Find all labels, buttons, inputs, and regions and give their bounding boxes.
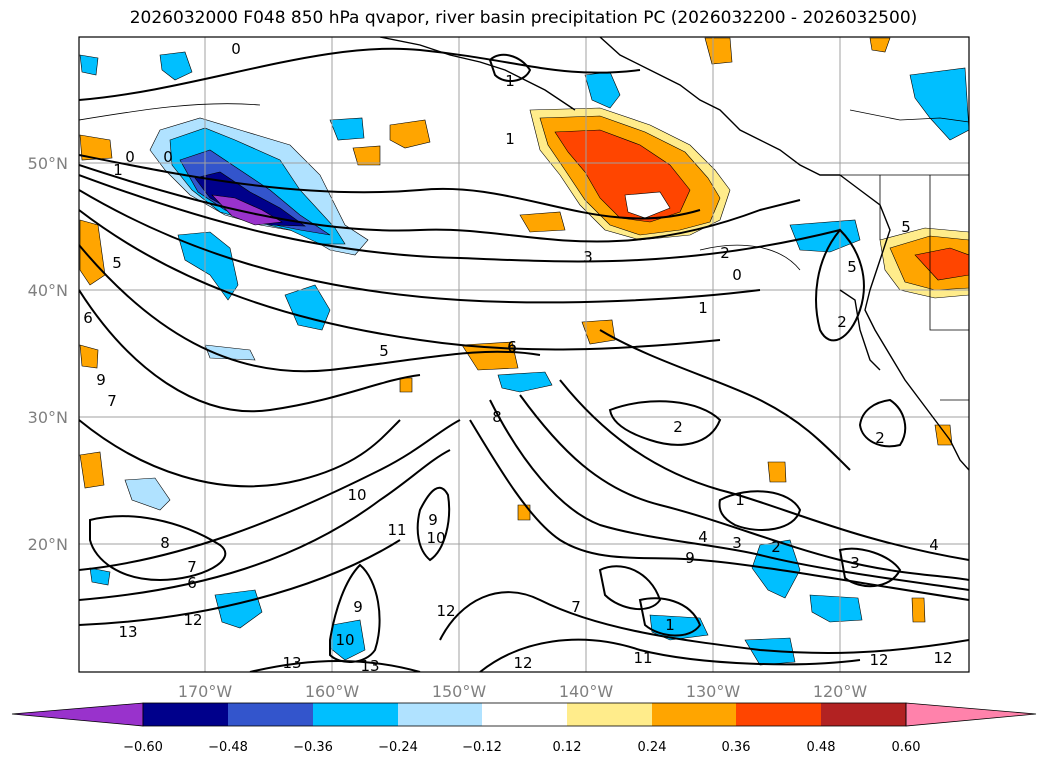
colorbar-segment (143, 703, 228, 726)
contour-label: 1 (505, 130, 515, 148)
contour-label: 12 (436, 602, 455, 620)
contour-label: 2 (673, 418, 683, 436)
contour-label: 4 (698, 528, 708, 546)
contour-label: 0 (125, 148, 135, 166)
colorbar-tick-label: −0.60 (123, 740, 163, 755)
contour-label: 6 (187, 574, 197, 592)
map-title: 2026032000 F048 850 hPa qvapor, river ba… (129, 8, 918, 28)
contour-label: 7 (187, 558, 197, 576)
contour-label: 6 (83, 309, 93, 327)
contour-label: 3 (850, 554, 860, 572)
colorbar-frame (142, 702, 907, 727)
map-content: 0 1 1 0 0 1 5 6 3 2 0 1 5 5 2 6 9 7 5 6 … (79, 37, 969, 675)
contour-label: 8 (492, 408, 502, 426)
contour-label: 1 (735, 491, 745, 509)
colorbar-tick-label: 0.24 (638, 740, 667, 755)
lat-label: 20°N (28, 535, 68, 554)
latitude-labels: 50°N 40°N 30°N 20°N (28, 154, 68, 554)
colorbar-segment (567, 703, 652, 726)
contour-label: 2 (771, 538, 781, 556)
lon-label: 140°W (559, 682, 614, 701)
colorbar-tick-label: −0.12 (462, 740, 502, 755)
colorbar-tick-label: −0.24 (378, 740, 418, 755)
colorbar-segment (652, 703, 736, 726)
colorbar-segment (398, 703, 482, 726)
contour-label: 0 (163, 148, 173, 166)
colorbar-tick-label: 0.60 (892, 740, 921, 755)
contour-label: 10 (347, 486, 366, 504)
lon-label: 170°W (178, 682, 233, 701)
contour-label: 9 (685, 549, 695, 567)
contour-label: 1 (113, 161, 123, 179)
colorbar-segment (821, 703, 906, 726)
contour-label: 3 (732, 534, 742, 552)
contour-label: 9 (353, 598, 363, 616)
colorbar-ticks: −0.60 −0.48 −0.36 −0.24 −0.12 0.12 0.24 … (123, 740, 920, 755)
lat-label: 40°N (28, 281, 68, 300)
contour-label: 0 (231, 40, 241, 58)
contour-label: 0 (732, 266, 742, 284)
contour-label: 3 (583, 248, 593, 266)
colorbar-right-extension (905, 702, 1037, 727)
contour-label: 5 (112, 254, 122, 272)
contour-label: 1 (505, 72, 515, 90)
contour-label: 13 (360, 657, 379, 675)
contour-label: 8 (160, 534, 170, 552)
contour-label: 2 (875, 429, 885, 447)
contour-label: 6 (507, 338, 517, 356)
colorbar-segment (313, 703, 398, 726)
colorbar-tick-label: 0.48 (807, 740, 836, 755)
lon-label: 120°W (813, 682, 868, 701)
colorbar-tick-label: 0.12 (553, 740, 582, 755)
contour-labels: 0 1 1 0 0 1 5 6 3 2 0 1 5 5 2 6 9 7 5 6 … (83, 40, 952, 675)
colorbar-tick-label: −0.36 (293, 740, 333, 755)
contour-label: 11 (387, 521, 406, 539)
contour-label: 10 (426, 529, 445, 547)
contour-label: 1 (665, 616, 675, 634)
borders (840, 109, 969, 401)
lon-label: 160°W (305, 682, 360, 701)
colorbar-segment (482, 703, 567, 726)
contour-label: 9 (96, 371, 106, 389)
longitude-labels: 170°W 160°W 150°W 140°W 130°W 120°W (178, 682, 868, 701)
qvapor-contours (79, 47, 969, 672)
lon-label: 130°W (686, 682, 741, 701)
contour-label: 5 (379, 342, 389, 360)
contour-label: 10 (335, 631, 354, 649)
contour-label: 2 (720, 244, 730, 262)
contour-label: 12 (183, 611, 202, 629)
lat-label: 30°N (28, 408, 68, 427)
lon-label: 150°W (432, 682, 487, 701)
colorbar-left-extension (11, 702, 144, 727)
contour-label: 6 (507, 338, 517, 356)
lat-label: 50°N (28, 154, 68, 173)
colorbar-segment (736, 703, 821, 726)
contour-label: 13 (118, 623, 137, 641)
contour-label: 11 (633, 649, 652, 667)
coastlines (379, 37, 969, 471)
contour-label: 1 (698, 299, 708, 317)
contour-label: 12 (513, 654, 532, 672)
colorbar-tick-label: 0.36 (722, 740, 751, 755)
contour-label: 12 (933, 649, 952, 667)
contour-label: 12 (869, 651, 888, 669)
contour-label: 4 (929, 536, 939, 554)
contour-label: 13 (282, 654, 301, 672)
colorbar: −0.60 −0.48 −0.36 −0.24 −0.12 0.12 0.24 … (11, 702, 1037, 755)
contour-label: 9 (428, 511, 438, 529)
thin-contours (79, 103, 801, 271)
colorbar-segment (228, 703, 313, 726)
map-frame (78, 36, 970, 673)
contour-label: 7 (107, 392, 117, 410)
contour-label: 5 (847, 258, 857, 276)
colorbar-tick-label: −0.48 (208, 740, 248, 755)
contour-label: 7 (571, 598, 581, 616)
contour-label: 5 (901, 218, 911, 236)
contour-label: 2 (837, 313, 847, 331)
